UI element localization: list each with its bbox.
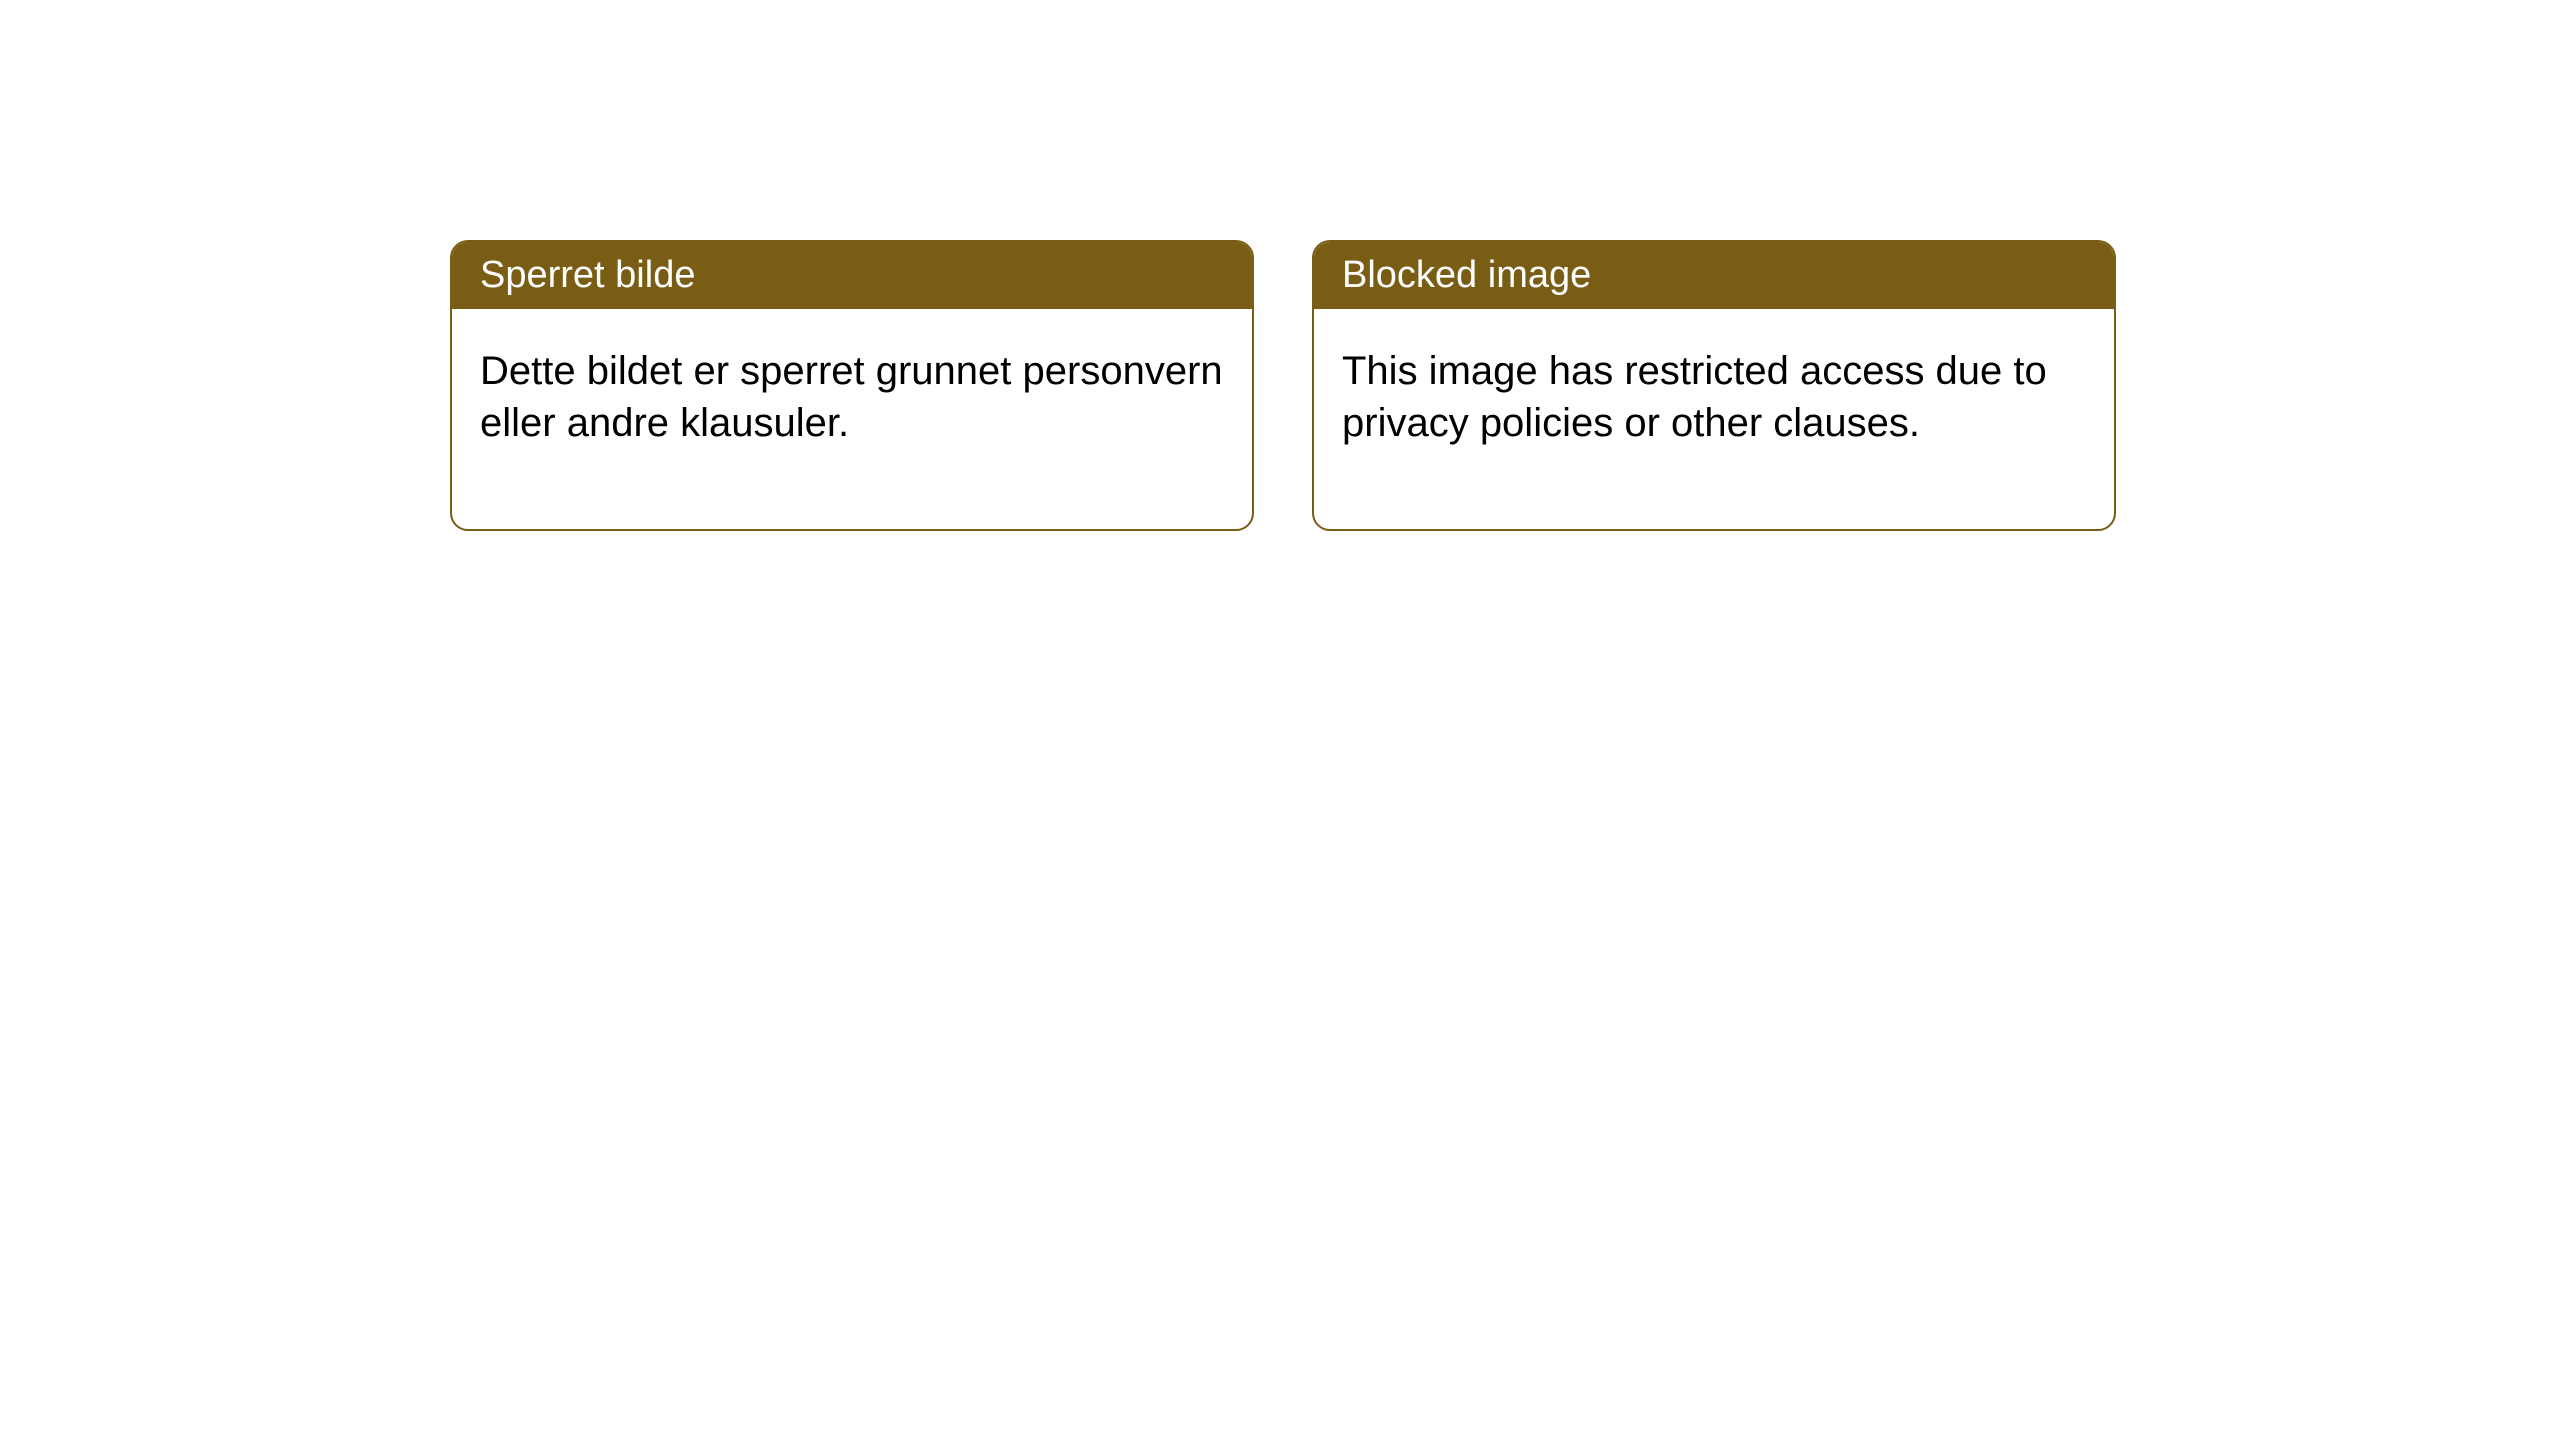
notice-card-english: Blocked image This image has restricted … [1312,240,2116,531]
card-body: This image has restricted access due to … [1314,309,2114,529]
card-body-text: This image has restricted access due to … [1342,349,2047,445]
card-body: Dette bildet er sperret grunnet personve… [452,309,1252,529]
card-header: Blocked image [1314,242,2114,309]
card-title: Blocked image [1342,254,1591,296]
notice-card-norwegian: Sperret bilde Dette bildet er sperret gr… [450,240,1254,531]
card-header: Sperret bilde [452,242,1252,309]
notice-cards-container: Sperret bilde Dette bildet er sperret gr… [0,0,2560,531]
card-title: Sperret bilde [480,254,695,296]
card-body-text: Dette bildet er sperret grunnet personve… [480,349,1223,445]
